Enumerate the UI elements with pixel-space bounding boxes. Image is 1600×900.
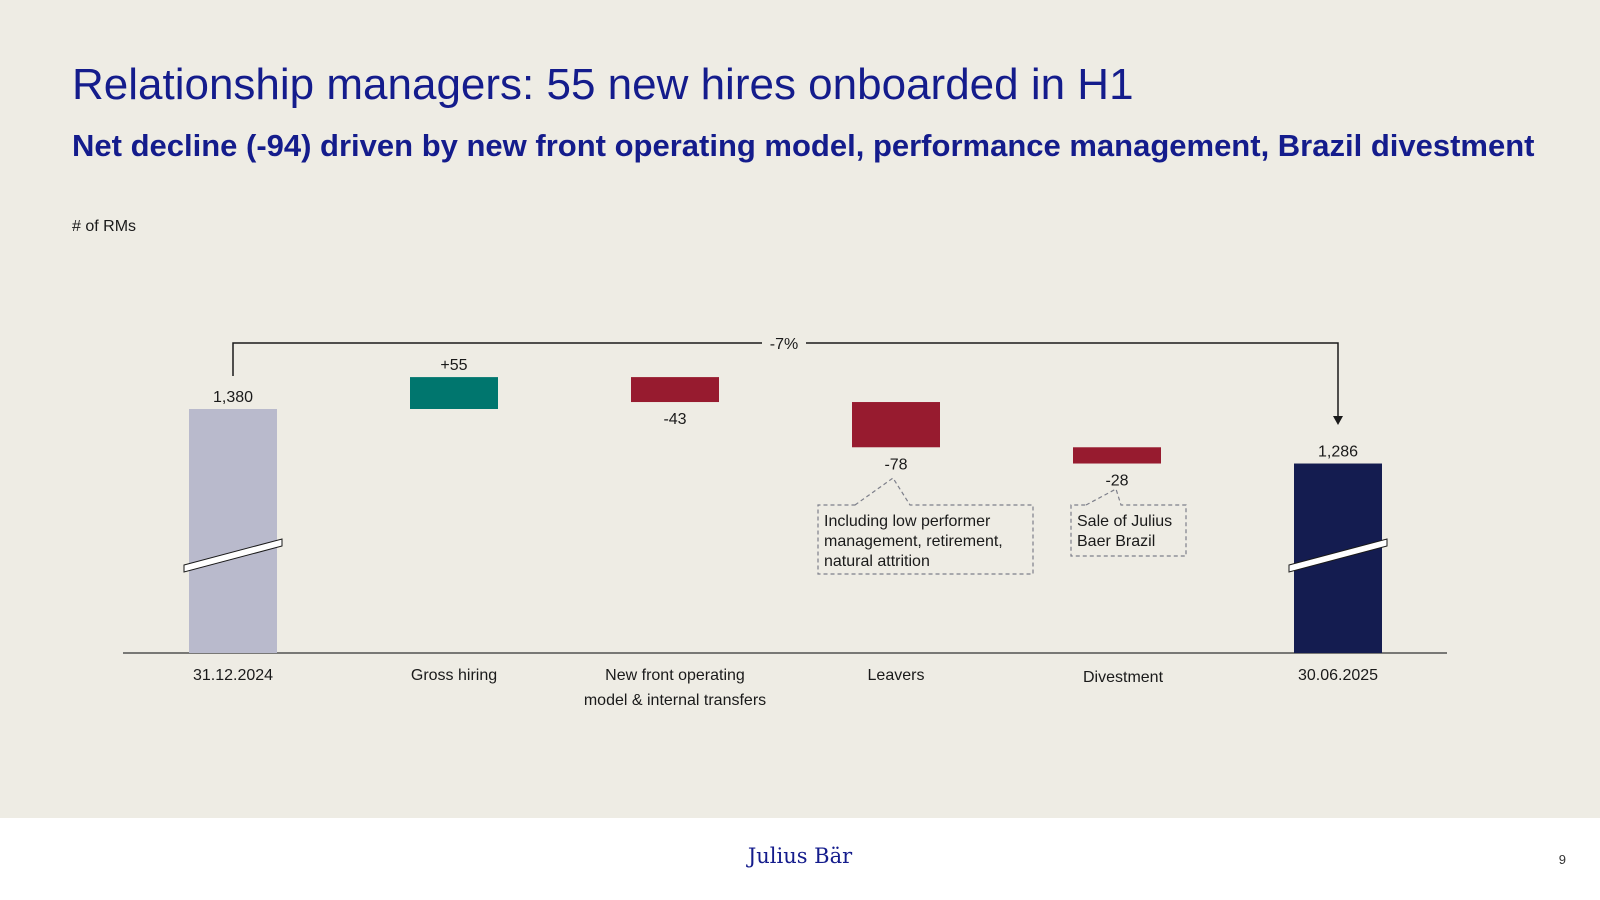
page-subtitle: Net decline (-94) driven by new front op… [72,128,1535,163]
bracket-line-right [806,342,1339,416]
data-label-2: +55 [440,357,467,374]
bracket-line-left [232,342,762,376]
data-label-1: 1,380 [213,389,253,406]
callout-text-1: Including low performer [824,513,991,530]
page-title: Relationship managers: 55 new hires onbo… [72,60,1134,109]
bar-3 [631,377,719,403]
callout-text-1: management, retirement, [824,533,1003,550]
category-label-3: model & internal transfers [584,692,766,709]
axis-break-6 [1288,538,1388,573]
unit-label: # of RMs [72,218,137,235]
data-label-4: -78 [884,456,907,473]
bracket-label: -7% [770,336,798,353]
category-label-4: Leavers [868,667,925,684]
callout-text-2: Sale of Julius [1077,513,1172,530]
bracket-arrowhead [1333,416,1343,425]
bar-1 [189,409,277,653]
julius-baer-logo: Julius Bär [747,844,853,868]
callout-box-2 [1070,488,1187,557]
data-label-3: -43 [663,411,686,428]
bar-2 [410,377,498,409]
waterfall-chart: 1,380 31.12.2024 +55 Gross hiring -43 New fro… [123,336,1447,709]
category-label-6: 30.06.2025 [1298,667,1378,684]
category-label-3: New front operating [605,667,745,684]
bar-4 [852,402,940,448]
page-number: 9 [1558,852,1566,867]
callout-box-1 [817,477,1034,575]
category-label-2: Gross hiring [411,667,497,684]
bar-5 [1073,447,1161,464]
data-label-5: -28 [1105,473,1128,490]
axis-break-1 [183,538,283,573]
data-label-6: 1,286 [1318,444,1358,461]
callout-text-1: natural attrition [824,553,930,570]
footer: Julius Bär 9 [0,818,1600,900]
category-label-1: 31.12.2024 [193,667,273,684]
callout-text-2: Baer Brazil [1077,533,1155,550]
category-label-5: Divestment [1083,669,1164,686]
